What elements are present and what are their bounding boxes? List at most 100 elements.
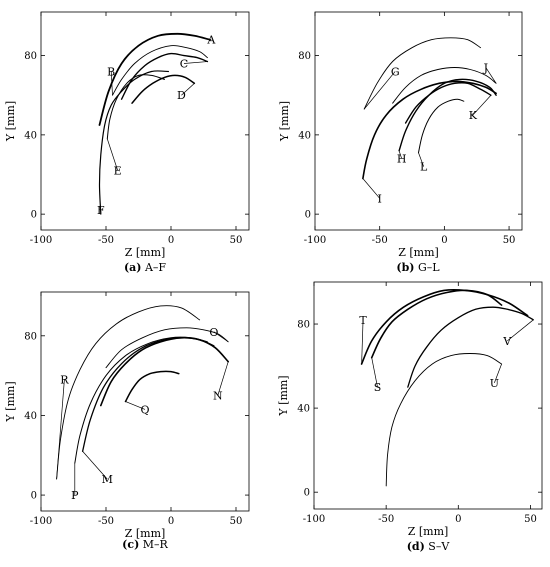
series-label: N: [213, 390, 223, 403]
trajectory-a: [98, 32, 211, 126]
x-tick-label: 0: [168, 516, 174, 527]
x-tick-label: 50: [524, 514, 537, 525]
y-tick-label: 0: [304, 488, 310, 499]
series-label: J: [483, 61, 488, 74]
series-label: V: [502, 335, 512, 348]
caption-tag: (a): [124, 261, 142, 274]
x-tick-label: 50: [503, 235, 516, 246]
plot-frame: [40, 291, 250, 512]
trajectory-k: [404, 82, 492, 124]
x-tick-label: -100: [303, 514, 325, 525]
series-label: P: [71, 489, 79, 502]
trajectory-d: [131, 74, 196, 104]
y-tick-label: 80: [24, 51, 37, 62]
y-tick-label: 40: [298, 130, 311, 141]
leader-line: [485, 67, 497, 84]
leader-line: [82, 451, 108, 480]
leader-line: [398, 150, 403, 159]
leader-line: [371, 357, 378, 388]
series-label: F: [97, 204, 105, 217]
caption-text: M–R: [139, 538, 168, 551]
leader-line: [125, 401, 146, 410]
y-tick-label: 80: [24, 331, 37, 342]
x-tick-label: 50: [230, 235, 243, 246]
leader-line: [418, 152, 425, 167]
trajectory-t: [360, 288, 529, 365]
leader-line: [56, 379, 65, 480]
panel-c: -100 -50 0 50 0 40 80 Z [mm] Y [mm] M N O P Q R (c) M–R: [4, 291, 250, 551]
series-label: R: [60, 374, 69, 387]
caption-text: A–F: [141, 261, 166, 274]
panel-d: -100 -50 0 50 0 40 80 Z [mm] Y [mm] S T U V (d) S–V: [277, 281, 543, 553]
trajectory-i: [362, 80, 497, 180]
leader-line: [217, 361, 229, 396]
trajectory-h: [398, 78, 497, 152]
panel-b: -100 -50 0 50 0 40 80 Z [mm] Y [mm] G H I J K L (b) G–L: [278, 11, 523, 274]
series-label: A: [206, 34, 216, 47]
x-tick-label: -50: [378, 514, 394, 525]
y-tick-label: 40: [24, 130, 37, 141]
y-axis-label: Y [mm]: [4, 381, 17, 422]
leader-line: [106, 138, 119, 171]
trajectory-n: [100, 336, 229, 407]
series-label: O: [209, 326, 218, 339]
caption-text: G–L: [415, 261, 441, 274]
series-label: D: [177, 89, 186, 102]
caption-tag: (c): [122, 538, 139, 551]
leader-line: [362, 178, 380, 199]
y-tick-label: 40: [24, 411, 37, 422]
x-axis-label: Z [mm]: [398, 246, 439, 259]
leader-line: [507, 319, 534, 342]
y-axis-label: Y [mm]: [278, 101, 291, 142]
x-tick-label: -50: [98, 235, 114, 246]
series-label: M: [102, 473, 113, 486]
x-tick-label: -100: [30, 516, 52, 527]
leader-line: [494, 363, 502, 384]
series-label: Q: [140, 403, 149, 416]
x-tick-label: -50: [372, 235, 388, 246]
series-label: E: [114, 165, 122, 178]
caption-text: S–V: [425, 540, 451, 553]
x-axis-label: Z [mm]: [125, 246, 166, 259]
panel-caption: (b) G–L: [396, 261, 440, 274]
leader-line: [110, 71, 113, 96]
series-label: G: [391, 65, 400, 78]
leader-line: [363, 71, 396, 110]
panel-caption: (d) S–V: [407, 540, 451, 553]
trajectory-u: [385, 353, 503, 487]
x-axis-label: Z [mm]: [125, 527, 166, 540]
y-tick-label: 80: [297, 320, 310, 331]
y-axis-label: Y [mm]: [277, 375, 290, 416]
panel-caption: (a) A–F: [124, 261, 166, 274]
plot-frame: [314, 11, 523, 231]
leader-line: [361, 319, 364, 364]
x-tick-label: 0: [168, 235, 174, 246]
trajectory-m: [81, 337, 215, 452]
x-tick-label: 0: [455, 514, 461, 525]
caption-tag: (b): [396, 261, 414, 274]
panel-a: -100 -50 0 50 0 40 80 Z [mm] Y [mm] A B C D E F (a) A–F: [4, 11, 250, 274]
series-label: C: [180, 58, 188, 71]
y-tick-label: 0: [305, 210, 311, 221]
trajectory-v: [407, 306, 534, 388]
trajectory-l: [418, 98, 465, 154]
x-tick-label: -50: [98, 516, 114, 527]
series-label: K: [469, 109, 478, 122]
plot-frame: [313, 281, 543, 510]
x-tick-label: -100: [30, 235, 52, 246]
leader-line: [472, 95, 492, 116]
y-tick-label: 40: [297, 404, 310, 415]
series-label: B: [107, 65, 115, 78]
y-tick-label: 80: [298, 51, 311, 62]
leader-line: [183, 61, 208, 64]
series-label: T: [359, 314, 367, 327]
x-tick-label: 50: [230, 516, 243, 527]
trajectory-j: [392, 67, 497, 104]
series-label: I: [378, 192, 382, 205]
trajectory-q: [124, 370, 180, 403]
trajectory-c: [120, 52, 209, 100]
panel-caption: (c) M–R: [122, 538, 168, 551]
leader-line: [213, 331, 229, 343]
x-tick-label: 0: [441, 235, 447, 246]
x-axis-label: Z [mm]: [408, 525, 449, 538]
